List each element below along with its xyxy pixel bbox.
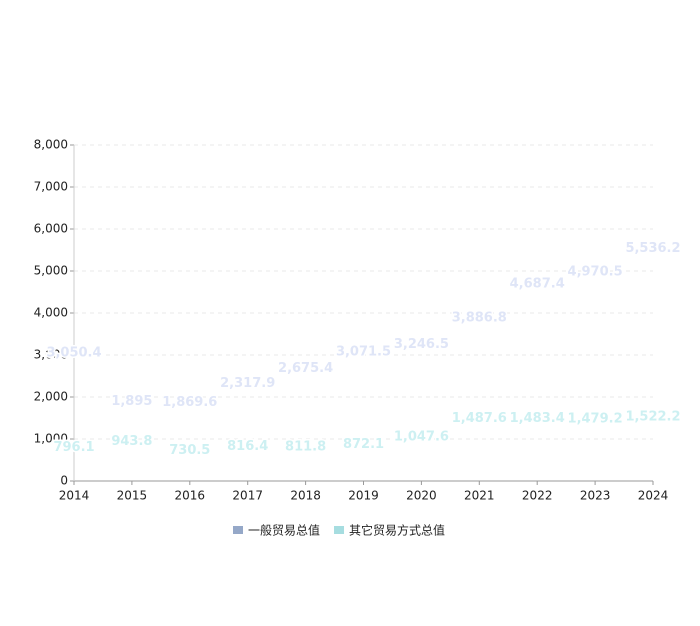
value-label: 872.1 bbox=[343, 437, 384, 452]
x-tick-label: 2021 bbox=[464, 489, 495, 503]
y-tick-label: 4,000 bbox=[34, 306, 68, 320]
value-label: 811.8 bbox=[285, 439, 326, 454]
y-tick-label: 2,000 bbox=[34, 390, 68, 404]
x-tick-label: 2016 bbox=[175, 489, 206, 503]
x-tick-label: 2018 bbox=[290, 489, 321, 503]
x-tick-label: 2022 bbox=[522, 489, 553, 503]
value-label: 943.8 bbox=[111, 434, 152, 449]
x-tick-label: 2023 bbox=[580, 489, 611, 503]
y-tick-label: 0 bbox=[60, 474, 68, 488]
value-label: 1,479.2 bbox=[568, 411, 623, 426]
value-label: 1,895 bbox=[111, 394, 152, 409]
x-tick-label: 2024 bbox=[638, 489, 669, 503]
value-label: 5,536.2 bbox=[625, 241, 680, 256]
legend-label: 一般贸易总值 bbox=[248, 523, 320, 538]
legend-swatch bbox=[334, 526, 345, 534]
value-label: 1,047.6 bbox=[394, 430, 449, 445]
value-label: 1,487.6 bbox=[452, 411, 507, 426]
value-label: 2,675.4 bbox=[278, 361, 333, 376]
value-label: 3,246.5 bbox=[394, 337, 449, 352]
x-tick-label: 2015 bbox=[117, 489, 148, 503]
value-label: 1,522.2 bbox=[625, 410, 680, 425]
y-tick-label: 8,000 bbox=[34, 138, 68, 152]
value-label: 4,970.5 bbox=[568, 265, 623, 280]
value-label: 796.1 bbox=[53, 440, 94, 455]
x-tick-label: 2017 bbox=[232, 489, 263, 503]
value-label: 3,071.5 bbox=[336, 344, 391, 359]
value-label: 3,886.8 bbox=[452, 310, 507, 325]
legend-label: 其它贸易方式总值 bbox=[349, 523, 445, 538]
y-tick-label: 1,000 bbox=[34, 432, 68, 446]
value-label: 3,050.4 bbox=[46, 345, 101, 360]
y-tick-label: 6,000 bbox=[34, 222, 68, 236]
y-tick-label: 5,000 bbox=[34, 264, 68, 278]
value-label: 4,687.4 bbox=[510, 277, 565, 292]
value-label: 730.5 bbox=[169, 443, 210, 458]
x-tick-label: 2020 bbox=[406, 489, 437, 503]
legend-swatch bbox=[233, 526, 243, 534]
value-label: 2,317.9 bbox=[220, 376, 275, 391]
x-tick-label: 2014 bbox=[59, 489, 90, 503]
y-tick-label: 3,000 bbox=[34, 348, 68, 362]
x-tick-label: 2019 bbox=[348, 489, 379, 503]
value-label: 1,869.6 bbox=[162, 395, 217, 410]
value-label: 1,483.4 bbox=[510, 411, 565, 426]
value-label: 816.4 bbox=[227, 439, 268, 454]
y-tick-label: 7,000 bbox=[34, 180, 68, 194]
